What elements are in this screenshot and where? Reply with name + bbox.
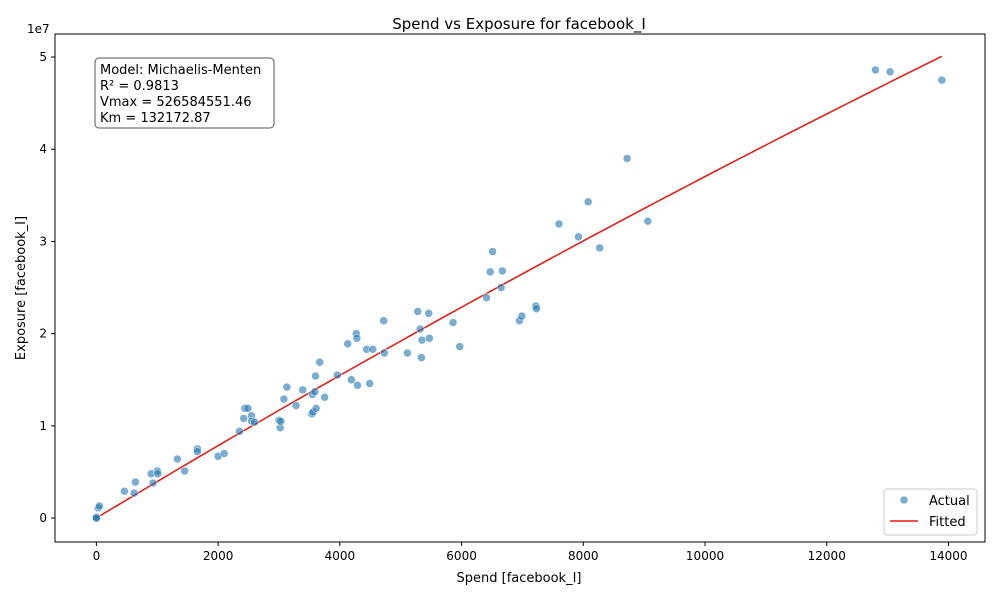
data-point xyxy=(291,401,301,410)
x-tick-label: 12000 xyxy=(808,549,846,563)
y-tick-label: 0 xyxy=(39,511,47,525)
data-point xyxy=(219,449,229,458)
data-point xyxy=(885,67,895,77)
data-point xyxy=(315,357,325,367)
data-point xyxy=(347,375,356,384)
plot-frame xyxy=(54,33,986,543)
data-point xyxy=(368,345,377,354)
x-tick-label: 0 xyxy=(93,549,101,563)
x-tick-label: 10000 xyxy=(686,549,724,563)
data-point xyxy=(173,454,182,464)
data-point xyxy=(417,335,427,345)
data-point xyxy=(455,342,464,351)
y-axis-ticks: 0 1 2 3 4 5 xyxy=(39,50,55,525)
x-tick-label: 2000 xyxy=(203,549,234,563)
data-point xyxy=(279,394,289,404)
x-tick-label: 8000 xyxy=(568,549,599,563)
data-point xyxy=(937,75,947,85)
data-point xyxy=(517,311,527,321)
y-tick-label: 3 xyxy=(39,234,47,248)
data-point xyxy=(365,379,374,388)
data-point xyxy=(379,316,388,325)
legend-actual-label: Actual xyxy=(929,494,970,509)
annotation-model: Model: Michaelis-Menten xyxy=(100,63,261,78)
data-point xyxy=(448,318,458,327)
data-point xyxy=(353,381,362,390)
data-point xyxy=(95,501,104,511)
model-annotation: Model: Michaelis-Menten R² = 0.9813 Vmax… xyxy=(94,57,275,129)
annotation-r2: R² = 0.9813 xyxy=(100,79,179,94)
data-point xyxy=(595,243,604,253)
data-point xyxy=(282,382,292,392)
data-point xyxy=(311,371,320,381)
annotation-box xyxy=(94,57,275,129)
data-point xyxy=(148,478,158,488)
y-tick-label: 1 xyxy=(39,419,47,433)
data-point xyxy=(482,293,491,302)
data-point xyxy=(92,513,101,523)
data-point xyxy=(193,447,202,456)
y-tick-label: 4 xyxy=(39,142,47,156)
data-point xyxy=(622,154,632,163)
data-point xyxy=(243,404,253,413)
data-point xyxy=(180,466,189,476)
y-offset-label: 1e7 xyxy=(27,22,50,36)
data-point xyxy=(239,414,248,423)
data-point xyxy=(417,353,426,362)
data-point xyxy=(250,417,259,427)
data-point xyxy=(276,416,286,426)
data-point xyxy=(311,404,321,413)
data-point xyxy=(485,267,495,277)
data-point xyxy=(120,487,129,496)
x-tick-label: 6000 xyxy=(446,549,477,563)
legend-actual-marker xyxy=(899,495,909,505)
data-point xyxy=(403,348,412,358)
actual-series xyxy=(92,65,947,523)
data-point xyxy=(310,387,320,396)
x-tick-label: 4000 xyxy=(325,549,356,563)
data-point xyxy=(343,339,353,349)
x-axis-ticks: 0 2000 4000 6000 8000 10000 12000 14000 xyxy=(93,542,968,563)
x-tick-label: 14000 xyxy=(929,549,967,563)
data-point xyxy=(380,348,389,358)
data-point xyxy=(554,219,564,229)
data-point xyxy=(488,247,497,256)
data-point xyxy=(643,216,653,226)
data-point xyxy=(131,477,140,487)
data-point xyxy=(320,393,329,402)
data-point xyxy=(413,307,422,316)
data-point xyxy=(415,324,425,334)
legend-fitted-label: Fitted xyxy=(929,515,966,530)
data-point xyxy=(496,283,506,292)
y-axis-label: Exposure [facebook_I] xyxy=(14,216,29,360)
y-tick-label: 5 xyxy=(39,50,47,64)
data-point xyxy=(583,197,593,207)
data-point xyxy=(498,266,507,276)
data-point xyxy=(574,232,583,242)
data-point xyxy=(235,427,244,436)
data-point xyxy=(153,469,163,479)
chart-title: Spend vs Exposure for facebook_I xyxy=(392,15,646,34)
data-point xyxy=(352,334,362,343)
data-point xyxy=(129,488,139,498)
y-tick-label: 2 xyxy=(39,327,47,341)
x-axis-label: Spend [facebook_I] xyxy=(457,571,582,586)
data-point xyxy=(871,65,880,75)
data-point xyxy=(532,304,541,313)
annotation-km: Km = 132172.87 xyxy=(100,111,211,126)
data-point xyxy=(298,385,307,395)
annotation-vmax: Vmax = 526584551.46 xyxy=(100,95,252,110)
legend: Actual Fitted xyxy=(883,488,978,536)
data-point xyxy=(424,309,433,318)
data-point xyxy=(333,370,342,380)
data-point xyxy=(425,334,434,343)
